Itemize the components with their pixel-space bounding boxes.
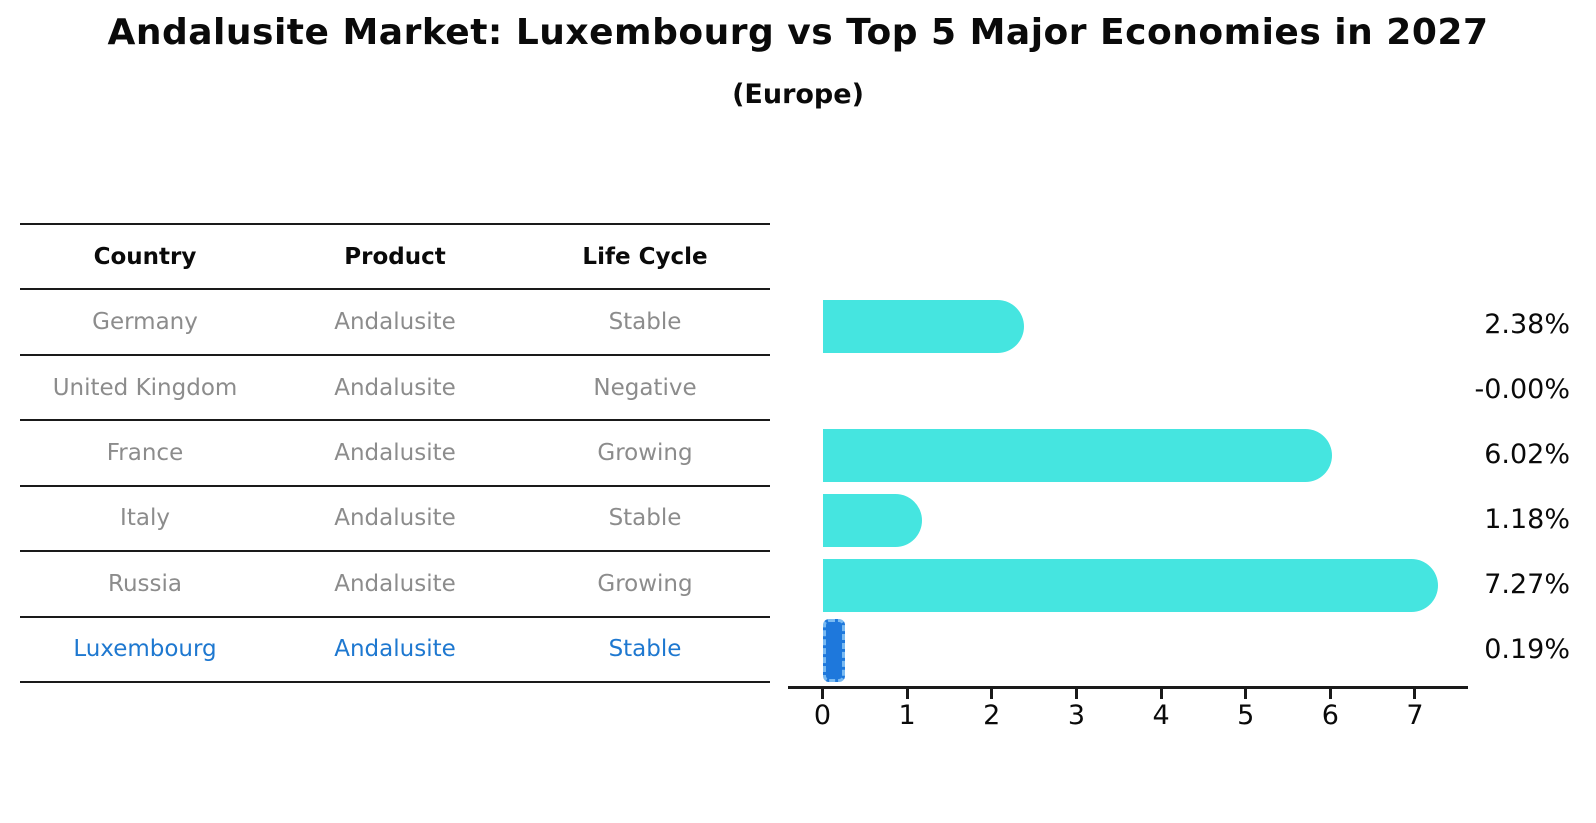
chart-bar-italy [822,494,923,548]
value-label-russia: 7.27% [1484,568,1570,600]
cell-country: Russia [108,570,182,597]
cell-lifecycle: Growing [597,439,693,466]
header-lifecycle: Life Cycle [582,243,708,270]
page-title: Andalusite Market: Luxembourg vs Top 5 M… [107,12,1489,53]
cell-country: United Kingdom [52,374,238,401]
value-label-germany: 2.38% [1484,309,1570,340]
page-subtitle: (Europe) [732,79,864,110]
table-row-luxembourg: Luxembourg Andalusite Stable [20,618,770,683]
x-axis-tick-label: 6 [1321,700,1339,731]
cell-lifecycle: Stable [608,505,682,532]
table-row-russia: Russia Andalusite Growing [20,552,770,618]
x-axis-line [788,686,1468,689]
x-axis-tick [990,689,994,699]
header-country: Country [93,243,197,270]
table-row-united-kingdom: United Kingdom Andalusite Negative [20,356,770,422]
cell-country: Luxembourg [73,636,217,663]
x-axis-tick [1413,689,1417,699]
x-axis-tick-label: 5 [1237,700,1255,731]
x-axis-tick [1244,689,1248,699]
cell-product: Andalusite [334,309,456,336]
value-label-france: 6.02% [1484,438,1570,470]
cell-product: Andalusite [334,570,456,597]
cell-country: Italy [120,505,170,532]
x-axis-tick [1328,689,1332,699]
x-axis-tick-label: 7 [1406,700,1424,731]
cell-product: Andalusite [334,439,456,466]
x-axis-tick-label: 2 [983,700,1001,731]
x-axis-tick-label: 1 [898,700,916,731]
table-row-germany: Germany Andalusite Stable [20,290,770,356]
cell-product: Andalusite [334,505,456,532]
chart-bar-france [822,429,1333,483]
cell-country: France [106,439,184,466]
table-row-italy: Italy Andalusite Stable [20,487,770,553]
chart-bar-germany [822,299,1024,353]
x-axis-tick [1159,689,1163,699]
x-axis-tick-label: 3 [1067,700,1085,731]
value-label-luxembourg: 0.19% [1484,633,1570,665]
x-axis-tick-label: 0 [813,700,832,731]
x-axis-tick [1074,689,1078,699]
x-axis-tick-label: 4 [1152,700,1170,731]
cell-lifecycle: Growing [597,570,693,597]
value-label-italy: 1.18% [1484,503,1570,535]
table-row-france: France Andalusite Growing [20,421,770,487]
x-axis-tick [821,689,824,699]
x-axis-tick [905,689,909,699]
comparison-table: Country Product Life Cycle Germany Andal… [20,223,770,683]
cell-lifecycle: Stable [608,636,682,663]
table-header-row: Country Product Life Cycle [20,225,770,291]
cell-product: Andalusite [334,374,456,401]
header-product: Product [344,243,446,270]
cell-lifecycle: Stable [608,309,682,336]
cell-product: Andalusite [334,636,456,663]
chart-bar-luxembourg [822,619,845,682]
chart-bar-russia [822,559,1438,613]
cell-country: Germany [92,309,198,336]
value-label-united-kingdom: -0.00% [1474,373,1570,405]
cell-lifecycle: Negative [593,374,697,401]
